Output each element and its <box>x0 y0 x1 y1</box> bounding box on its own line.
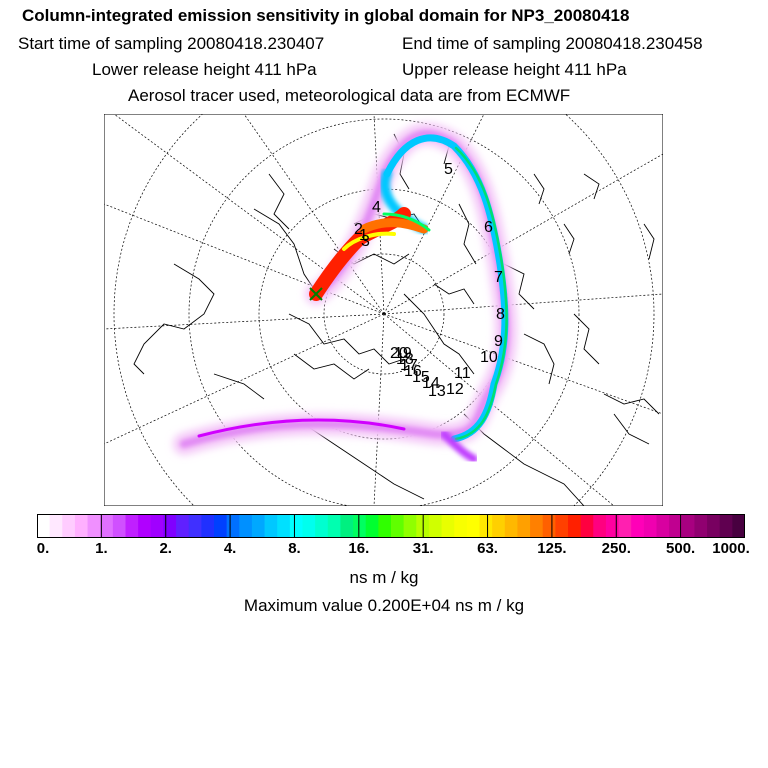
colorbar-cell <box>163 514 177 538</box>
colorbar-cell <box>264 514 278 538</box>
colorbar-cell <box>631 514 645 538</box>
sensitivity-plume <box>173 123 517 463</box>
colorbar-cell <box>277 514 291 538</box>
colorbar-cell <box>201 514 215 538</box>
colorbar-tick-label: 16. <box>348 540 370 557</box>
colorbar-cell <box>732 514 745 538</box>
trajectory-label: 9 <box>494 333 503 350</box>
trajectory-label: 12 <box>446 381 464 398</box>
colorbar-tick-label: 8. <box>288 540 301 557</box>
colorbar-tick-label: 4. <box>223 540 237 557</box>
colorbar-cell <box>391 514 405 538</box>
trajectory-label: 13 <box>428 383 446 400</box>
colorbar-cell <box>428 514 443 538</box>
figure-title: Column-integrated emission sensitivity i… <box>22 6 630 25</box>
colorbar-cell <box>542 514 556 538</box>
colorbar-cell <box>214 514 228 538</box>
colorbar-cell <box>289 514 304 538</box>
tracer-note-text: Aerosol tracer used, meteorological data… <box>128 86 571 105</box>
trajectory-label: 7 <box>494 269 503 286</box>
colorbar-tick-label: 1. <box>95 540 108 557</box>
start-time-text: Start time of sampling 20080418.230407 <box>18 34 325 53</box>
sensitivity-map: 1 2 3 4 5 6 7 8 9 10 11 12 13 14 15 16 1… <box>104 114 663 506</box>
colorbar-cell <box>125 514 139 538</box>
colorbar-cell <box>568 514 582 538</box>
green-x-marker <box>309 287 323 301</box>
colorbar-cell <box>454 514 468 538</box>
colorbar-units: ns m / kg <box>349 568 419 587</box>
colorbar-cell <box>138 514 152 538</box>
colorbar-cell <box>669 514 683 538</box>
colorbar-cell <box>504 514 519 538</box>
colorbar-tick-label: 31. <box>412 540 434 557</box>
colorbar-cell <box>112 514 127 538</box>
trajectory-label: 1 <box>359 227 368 244</box>
colorbar-cell <box>618 514 632 538</box>
trajectory-label: 20 <box>390 345 408 362</box>
colorbar-cell <box>555 514 569 538</box>
colorbar-cell <box>707 514 721 538</box>
colorbar-cell <box>239 514 253 538</box>
colorbar-cell <box>327 514 342 538</box>
colorbar-cell <box>492 514 506 538</box>
colorbar-cell <box>656 514 670 538</box>
colorbar-cell <box>517 514 531 538</box>
colorbar-cell <box>37 514 51 538</box>
colorbar-cell <box>479 514 493 538</box>
trajectory-label: 11 <box>454 365 471 382</box>
colorbar-cell <box>251 514 266 538</box>
colorbar-cell <box>719 514 733 538</box>
trajectory-label: 4 <box>372 199 381 216</box>
trajectory-label: 17 <box>400 357 418 374</box>
upper-height-text: Upper release height 411 hPa <box>402 60 627 79</box>
colorbar-tick-label: 125. <box>537 540 567 557</box>
colorbar-tick-label: 1000. <box>712 540 750 557</box>
trajectory-label: 3 <box>361 233 370 250</box>
trajectory-label: 8 <box>496 306 505 323</box>
colorbar-cell <box>365 514 379 538</box>
colorbar-tick-label: 500. <box>666 540 696 557</box>
colorbar-cell <box>49 514 63 538</box>
colorbar-cell <box>378 514 392 538</box>
trajectory-label: 5 <box>444 161 453 178</box>
maximum-value-text: Maximum value 0.200E+04 ns m / kg <box>243 596 525 615</box>
colorbar-cell <box>74 514 89 538</box>
colorbar-cell <box>643 514 658 538</box>
colorbar-cell <box>441 514 455 538</box>
colorbar-tick-label: 2. <box>159 540 172 557</box>
trajectory-label: 15 <box>412 369 430 386</box>
colorbar-cell <box>580 514 594 538</box>
colorbar-cell <box>87 514 101 538</box>
colorbar-cell <box>466 514 481 538</box>
colorbar-tick-label: 0. <box>36 540 50 557</box>
colorbar-cell <box>188 514 202 538</box>
colorbar-cell <box>62 514 76 538</box>
trajectory-label: 10 <box>480 349 498 366</box>
colorbar-cell <box>100 514 114 538</box>
trajectory-label: 18 <box>396 351 414 368</box>
trajectory-label: 6 <box>484 219 493 236</box>
colorbar-cell <box>302 514 316 538</box>
colorbar-cell <box>593 514 607 538</box>
colorbar-cell <box>681 514 696 538</box>
colorbar-cell <box>176 514 190 538</box>
colorbar-cell <box>530 514 544 538</box>
end-time-text: End time of sampling 20080418.230458 <box>402 34 703 53</box>
colorbar-tick-label: 63. <box>477 540 498 557</box>
trajectory-label: 2 <box>354 221 363 238</box>
trajectory-label: 14 <box>422 375 440 392</box>
colorbar-cell <box>315 514 329 538</box>
colorbar-cell <box>150 514 165 538</box>
colorbar-cell <box>340 514 354 538</box>
colorbar-cell <box>353 514 367 538</box>
colorbar-tick-label: 250. <box>601 540 631 557</box>
colorbar-cell <box>694 514 708 538</box>
colorbar <box>37 514 745 538</box>
colorbar-cell <box>403 514 417 538</box>
lower-height-text: Lower release height 411 hPa <box>92 60 317 79</box>
colorbar-cell <box>605 514 620 538</box>
colorbar-cell <box>226 514 240 538</box>
trajectory-label: 16 <box>404 363 422 380</box>
trajectory-label: 19 <box>394 345 412 362</box>
